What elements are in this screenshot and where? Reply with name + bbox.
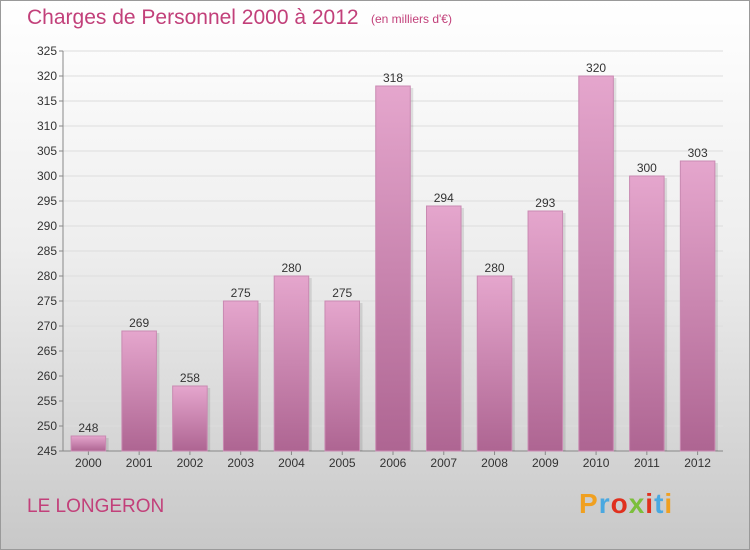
y-tick-label: 275 xyxy=(37,294,57,308)
x-tick-label: 2012 xyxy=(684,456,711,470)
data-label: 248 xyxy=(78,421,98,435)
logo-letter: o xyxy=(610,488,629,519)
x-tick-label: 2009 xyxy=(532,456,559,470)
x-tick-label: 2006 xyxy=(380,456,407,470)
bar xyxy=(375,85,411,452)
logo-letter: x xyxy=(628,488,646,519)
y-tick-label: 295 xyxy=(37,194,57,208)
y-tick-label: 245 xyxy=(37,444,57,458)
bar xyxy=(121,330,157,452)
y-tick-label: 290 xyxy=(37,219,57,233)
data-label: 275 xyxy=(332,286,352,300)
data-label: 320 xyxy=(586,61,606,75)
y-tick-label: 325 xyxy=(37,44,57,58)
data-label: 303 xyxy=(688,146,708,160)
chart-title: Charges de Personnel 2000 à 2012 xyxy=(27,6,359,29)
bars xyxy=(70,75,718,452)
y-tick-label: 305 xyxy=(37,144,57,158)
y-tick-label: 270 xyxy=(37,319,57,333)
bar xyxy=(70,435,107,452)
x-tick-label: 2001 xyxy=(126,456,153,470)
y-tick-label: 315 xyxy=(37,94,57,108)
y-tick-label: 260 xyxy=(37,369,57,383)
data-label: 280 xyxy=(485,261,505,275)
data-label: 318 xyxy=(383,71,403,85)
x-tick-label: 2004 xyxy=(278,456,305,470)
logo-letter: P xyxy=(579,488,599,519)
bar xyxy=(578,75,614,452)
logo-letter: i xyxy=(664,488,674,519)
bar xyxy=(629,175,665,452)
y-tick-label: 310 xyxy=(37,119,57,133)
data-label: 293 xyxy=(535,196,555,210)
y-tick-label: 255 xyxy=(37,394,57,408)
data-label: 294 xyxy=(434,191,454,205)
proxiti-logo: Proxiti xyxy=(579,488,673,520)
logo-letter: i xyxy=(645,488,655,519)
unit-note: (en milliers d'€) xyxy=(371,12,452,26)
x-tick-label: 2008 xyxy=(481,456,508,470)
y-tick-label: 250 xyxy=(37,419,57,433)
bar xyxy=(273,275,310,452)
bar xyxy=(476,275,513,452)
bar xyxy=(222,300,259,452)
bar xyxy=(527,210,564,452)
y-tick-label: 300 xyxy=(37,169,57,183)
data-label: 269 xyxy=(129,316,149,330)
logo-letter: t xyxy=(654,488,665,519)
x-tick-label: 2002 xyxy=(177,456,204,470)
data-label: 258 xyxy=(180,371,200,385)
x-tick-label: 2003 xyxy=(227,456,254,470)
bar xyxy=(679,160,716,452)
x-tick-label: 2007 xyxy=(430,456,457,470)
labels: 245 250 255 260 265 270 275 280 285 290 295 300 305 3… xyxy=(37,44,711,470)
x-tick-label: 2010 xyxy=(583,456,610,470)
bar xyxy=(426,205,462,452)
bar xyxy=(324,300,360,452)
x-tick-label: 2011 xyxy=(634,456,660,470)
x-tick-label: 2005 xyxy=(329,456,356,470)
data-label: 300 xyxy=(637,161,657,175)
y-tick-label: 320 xyxy=(37,69,57,83)
y-tick-label: 265 xyxy=(37,344,57,358)
logo-letter: r xyxy=(598,488,611,519)
data-label: 280 xyxy=(281,261,301,275)
town-name: LE LONGERON xyxy=(27,496,165,517)
y-tick-label: 285 xyxy=(37,244,57,258)
data-label: 275 xyxy=(231,286,251,300)
bar xyxy=(172,385,208,452)
x-tick-label: 2000 xyxy=(75,456,102,470)
y-tick-label: 280 xyxy=(37,269,57,283)
